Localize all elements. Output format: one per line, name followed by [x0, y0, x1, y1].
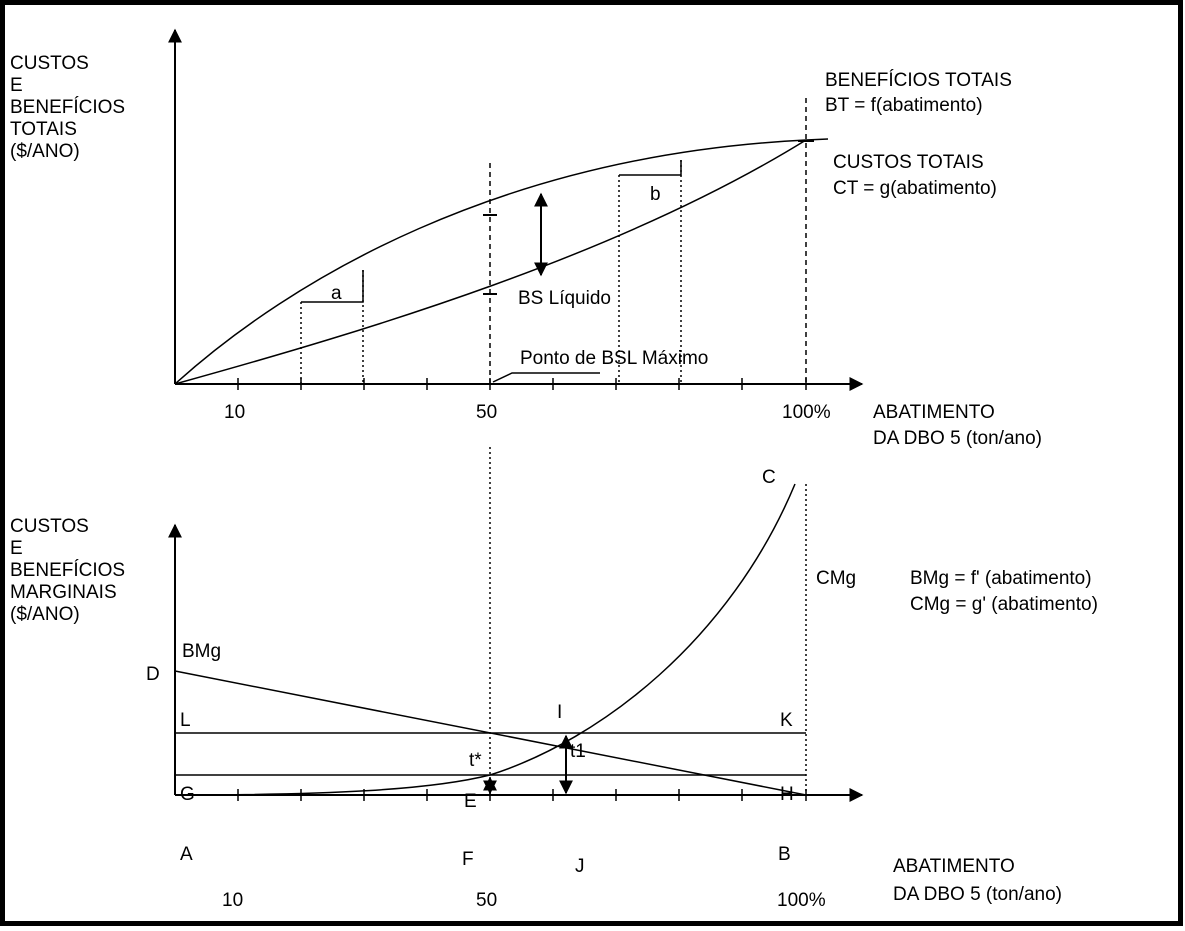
formula-labels: BMg = f' (abatimento) CMg = g' (abatimen…: [910, 568, 1098, 615]
ct-label: CUSTOS TOTAIS CT = g(abatimento): [833, 152, 997, 199]
total-costs-curve: [174, 139, 807, 385]
marginal-cost-curve: [174, 483, 796, 796]
bottom-chart: CUSTOS E BENEFÍCIOS MARGINAIS ($/ANO) BM…: [10, 447, 1098, 911]
marginal-benefit-curve: [174, 670, 807, 796]
point-E-label: E: [464, 791, 477, 812]
point-A-label: A: [180, 844, 193, 865]
bottom-tick-50: 50: [476, 890, 497, 911]
slope-triangle-a: [301, 270, 364, 303]
point-B-label: B: [778, 844, 791, 865]
point-K-label: K: [780, 710, 793, 731]
top-tick-50: 50: [476, 402, 497, 423]
point-C-label: C: [762, 467, 776, 488]
point-F-label: F: [462, 849, 474, 870]
cmg-curve-label: CMg: [816, 568, 856, 589]
bt-label: BENEFÍCIOS TOTAIS BT = f(abatimento): [825, 70, 1017, 116]
top-tick-10: 10: [224, 402, 245, 423]
point-L-label: L: [180, 710, 191, 731]
bmg-curve-label: BMg: [182, 641, 221, 662]
bottom-x-axis-label: ABATIMENTO DA DBO 5 (ton/ano): [893, 856, 1062, 905]
point-H-label: H: [780, 784, 794, 805]
total-benefits-curve: [174, 138, 829, 385]
point-G-label: G: [180, 784, 195, 805]
bottom-y-axis-label: CUSTOS E BENEFÍCIOS MARGINAIS ($/ANO): [10, 516, 130, 625]
top-y-axis-label: CUSTOS E BENEFÍCIOS TOTAIS ($/ANO): [10, 53, 130, 162]
point-I-label: I: [557, 702, 562, 723]
top-x-axis-label: ABATIMENTO DA DBO 5 (ton/ano): [873, 402, 1042, 449]
net-benefit-label: BS Líquido: [518, 288, 611, 309]
triangle-a-label: a: [331, 283, 342, 304]
point-t1-label: t1: [570, 741, 586, 762]
top-chart: CUSTOS E BENEFÍCIOS TOTAIS ($/ANO) BENEF…: [10, 28, 1042, 449]
max-point-pointer: [492, 372, 600, 383]
slope-triangle-b: [619, 160, 682, 176]
triangle-b-label: b: [650, 184, 661, 205]
bottom-tick-100: 100%: [777, 890, 826, 911]
bottom-tick-10: 10: [222, 890, 243, 911]
point-J-label: J: [575, 856, 585, 877]
point-D-label: D: [146, 664, 160, 685]
max-point-label: Ponto de BSL Máximo: [520, 348, 708, 369]
point-tstar-label: t*: [469, 750, 482, 771]
top-tick-100: 100%: [782, 402, 831, 423]
